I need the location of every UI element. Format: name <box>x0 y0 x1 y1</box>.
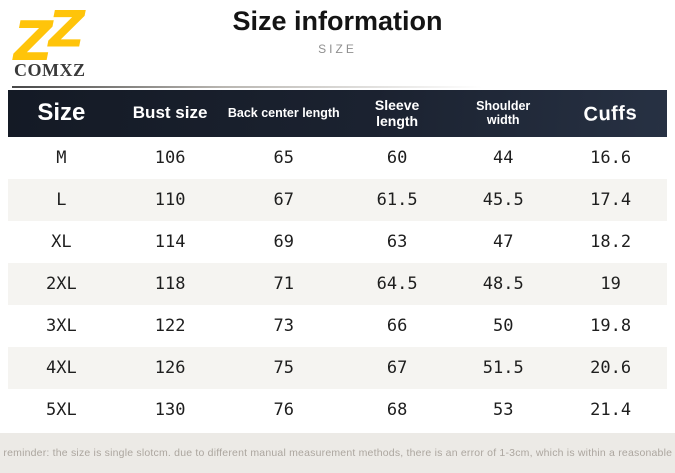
size-value: 75 <box>273 358 295 378</box>
size-value: 71 <box>273 274 295 294</box>
size-value: 67 <box>273 190 295 210</box>
size-value: 17.4 <box>590 190 632 210</box>
size-value: 48.5 <box>482 274 524 294</box>
size-value: 76 <box>273 400 295 420</box>
size-value: 64.5 <box>376 274 418 294</box>
size-value: 16.6 <box>590 148 632 168</box>
column-header-cuffs: Cuffs <box>583 101 638 126</box>
svg-text:Z: Z <box>12 10 55 62</box>
table-body: M 106 65 60 44 16.6 L 110 67 61.5 45.5 17.4 XL 114 69 6… <box>8 137 667 431</box>
table-row: 4XL 126 75 67 51.5 20.6 <box>8 347 667 389</box>
size-label: L <box>56 190 67 210</box>
size-value: 65 <box>273 148 295 168</box>
size-value: 18.2 <box>590 232 632 252</box>
size-value: 126 <box>154 358 186 378</box>
table-row: 3XL 122 73 66 50 19.8 <box>8 305 667 347</box>
size-table: Size Bust size Back center length Sleeve le… <box>8 90 667 431</box>
table-row: XL 114 69 63 47 18.2 <box>8 221 667 263</box>
column-header-shoulder-width: Shoulder width <box>476 98 531 127</box>
size-value: 114 <box>154 232 186 252</box>
size-value: 118 <box>154 274 186 294</box>
column-header-size: Size <box>37 99 86 127</box>
size-value: 130 <box>154 400 186 420</box>
table-row: L 110 67 61.5 45.5 17.4 <box>8 179 667 221</box>
size-value: 67 <box>386 358 408 378</box>
size-value: 61.5 <box>376 190 418 210</box>
size-value: 19.8 <box>590 316 632 336</box>
svg-text:Z: Z <box>46 2 86 59</box>
size-value: 66 <box>386 316 408 336</box>
size-value: 122 <box>154 316 186 336</box>
size-value: 44 <box>492 148 514 168</box>
size-value: 51.5 <box>482 358 524 378</box>
table-row: 5XL 130 76 68 53 21.4 <box>8 389 667 431</box>
size-value: 53 <box>492 400 514 420</box>
size-label: M <box>56 148 67 168</box>
size-value: 110 <box>154 190 186 210</box>
size-value: 63 <box>386 232 408 252</box>
size-value: 21.4 <box>590 400 632 420</box>
size-value: 20.6 <box>590 358 632 378</box>
size-value: 19 <box>600 274 621 294</box>
reminder-text: Warm reminder: the size is single slotcm… <box>0 447 675 459</box>
size-value: 69 <box>273 232 295 252</box>
table-row: M 106 65 60 44 16.6 <box>8 137 667 179</box>
size-label: 5XL <box>46 400 77 420</box>
size-label: 3XL <box>46 316 77 336</box>
size-value: 47 <box>492 232 514 252</box>
double-z-monogram-icon: Z Z <box>12 2 86 62</box>
size-value: 73 <box>273 316 295 336</box>
brand-logo: Z Z COMXZ <box>12 2 122 81</box>
table-header-row: Size Bust size Back center length Sleeve le… <box>8 90 667 137</box>
size-label: 4XL <box>46 358 77 378</box>
size-value: 60 <box>386 148 408 168</box>
size-value: 68 <box>386 400 408 420</box>
column-header-sleeve-length: Sleeve length <box>374 97 420 129</box>
size-value: 50 <box>492 316 514 336</box>
size-label: 2XL <box>46 274 77 294</box>
size-value: 45.5 <box>482 190 524 210</box>
divider <box>12 86 482 88</box>
footer-note: Warm reminder: the size is single slotcm… <box>0 433 675 473</box>
size-label: XL <box>51 232 72 252</box>
column-header-back-center-length: Back center length <box>227 105 340 120</box>
size-value: 106 <box>154 148 186 168</box>
column-header-bust-size: Bust size <box>132 103 208 123</box>
brand-name: COMXZ <box>14 60 86 80</box>
table-row: 2XL 118 71 64.5 48.5 19 <box>8 263 667 305</box>
